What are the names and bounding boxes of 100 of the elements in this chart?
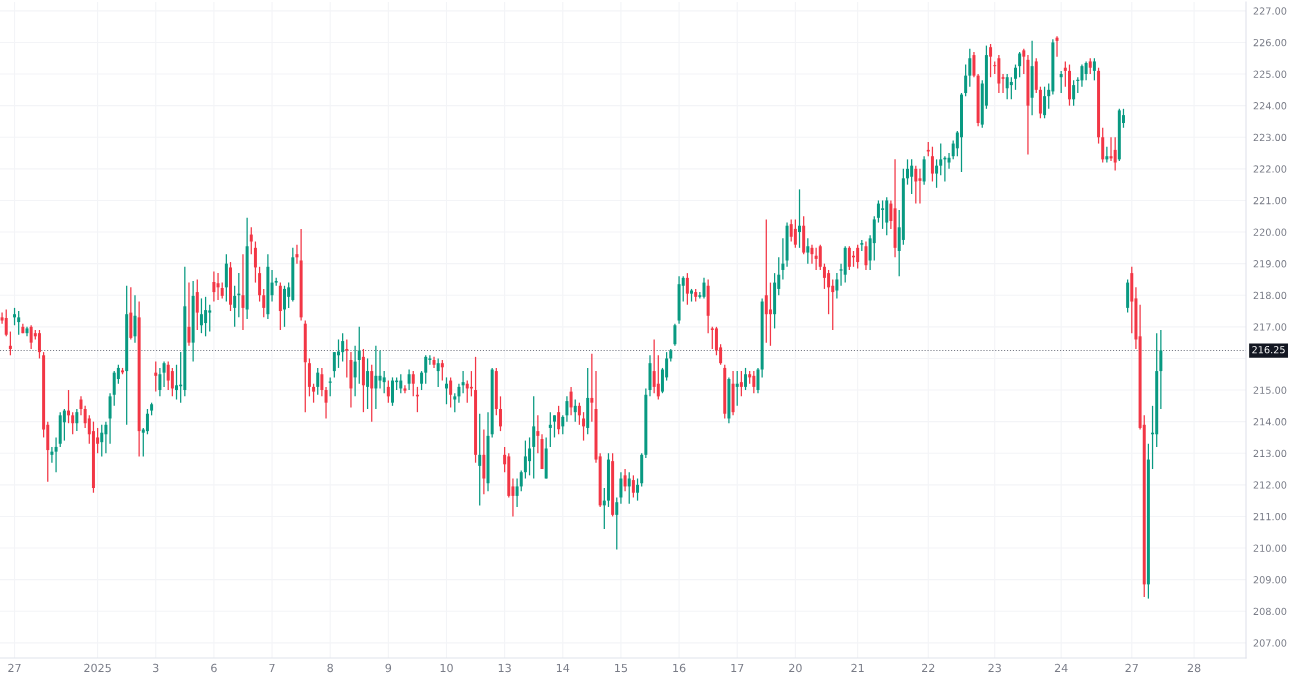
candlestick: [8, 330, 12, 356]
candlestick: [1159, 329, 1163, 410]
candlestick: [768, 281, 772, 347]
candlestick: [752, 370, 756, 394]
candlestick: [50, 446, 54, 464]
x-tick-label: 7: [269, 663, 275, 672]
candlestick: [1084, 60, 1088, 81]
candlestick: [229, 261, 233, 312]
x-tick-label: 2025: [84, 663, 111, 673]
candlestick: [145, 408, 149, 435]
candlestick: [1013, 63, 1017, 91]
candlestick: [17, 310, 21, 336]
candlestick: [133, 294, 137, 344]
candlestick: [121, 367, 125, 375]
candlestick: [615, 496, 619, 551]
candlestick: [199, 297, 203, 334]
candlestick: [104, 421, 108, 454]
candlestick: [636, 477, 640, 502]
x-tick-label: 27: [1125, 663, 1138, 672]
x-tick-label: 3: [153, 663, 159, 673]
y-tick-label: 211.00: [1253, 512, 1287, 521]
candlestick: [906, 158, 909, 186]
candlestick: [436, 357, 440, 388]
y-tick-label: 214.00: [1253, 418, 1287, 426]
candlestick: [914, 165, 918, 205]
candlestick: [270, 269, 274, 303]
candlestick: [449, 376, 453, 409]
candlestick: [557, 405, 561, 435]
y-tick-label: 218.00: [1253, 291, 1287, 300]
candlestick: [573, 398, 577, 423]
candlestick: [29, 324, 33, 350]
candlestick: [374, 345, 378, 410]
ref-line-label: 216.25: [1252, 346, 1285, 354]
candlestick: [478, 413, 482, 507]
candlestick: [440, 359, 444, 382]
candlestick: [989, 43, 993, 78]
x-tick-label: 27: [8, 663, 21, 672]
candlestick: [1001, 73, 1005, 94]
candlestick: [332, 351, 336, 379]
candlestick: [158, 367, 162, 397]
candlestick: [889, 199, 893, 230]
candlestick: [652, 338, 656, 394]
candlestick: [968, 48, 972, 88]
candlestick: [536, 414, 540, 454]
candlestick: [79, 395, 83, 416]
candlestick: [864, 240, 868, 271]
candlestick: [1038, 86, 1042, 119]
candlestick: [382, 370, 386, 394]
candlestick: [835, 272, 839, 300]
candlestick: [756, 367, 760, 394]
candlestick: [208, 304, 212, 333]
candlestick: [108, 392, 112, 445]
candlestick: [353, 345, 357, 397]
candlestick: [1059, 70, 1063, 94]
candlestick: [166, 360, 170, 391]
candlestick: [386, 379, 390, 404]
candlestick: [1022, 48, 1026, 75]
y-tick-label: 210.00: [1253, 544, 1287, 552]
candlestick: [4, 308, 8, 337]
x-tick-label: 8: [327, 663, 333, 673]
candlestick: [175, 364, 179, 401]
candlestick: [337, 338, 340, 369]
candlestick: [1005, 73, 1009, 100]
candlestick: [357, 326, 361, 385]
candlestick: [62, 408, 66, 442]
candlestick: [212, 270, 216, 303]
x-tick-label: 9: [385, 663, 392, 673]
candlestick: [241, 253, 245, 331]
candlestick: [324, 386, 328, 420]
candlestick: [1055, 35, 1059, 58]
candlestick: [685, 272, 689, 306]
candlestick: [307, 357, 311, 397]
candlestick: [876, 199, 880, 224]
candlestick: [619, 471, 623, 505]
candlestick: [366, 357, 370, 410]
y-tick-label: 227.00: [1253, 7, 1287, 15]
candlestick: [519, 469, 523, 492]
candlestick: [631, 474, 635, 499]
y-tick-label: 217.00: [1253, 323, 1287, 331]
y-tick-label: 222.00: [1253, 165, 1287, 173]
candlestick: [1080, 63, 1084, 88]
candlestick: [224, 253, 228, 303]
x-tick-label: 6: [211, 663, 217, 673]
candlestick: [856, 244, 860, 270]
candlestick: [565, 395, 569, 423]
candlestick: [523, 439, 527, 480]
candlestick: [947, 152, 951, 170]
candlestick: [407, 368, 411, 391]
candlestick: [1043, 86, 1047, 119]
candlestick: [930, 146, 934, 183]
candlestick: [253, 240, 257, 284]
candlestick: [781, 237, 785, 281]
candlestick: [881, 199, 885, 230]
candlestick: [885, 196, 889, 236]
candlestick: [424, 354, 428, 385]
candlestick: [577, 402, 581, 426]
candlestick: [623, 468, 627, 492]
candlestick: [552, 414, 556, 439]
y-tick-label: 224.00: [1253, 102, 1287, 110]
x-tick-label: 24: [1054, 663, 1068, 672]
